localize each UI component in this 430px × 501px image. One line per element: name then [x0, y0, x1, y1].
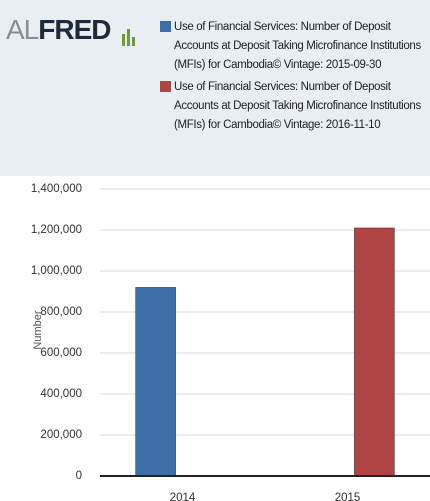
y-tick-label: 800,000 [40, 306, 82, 318]
brand-prefix: AL [6, 14, 39, 45]
x-tick-label: 2015 [335, 492, 361, 501]
brand-name: FRED [38, 14, 111, 45]
legend-swatch [160, 21, 171, 32]
legend-swatch [160, 81, 171, 92]
legend-item[interactable]: Use of Financial Services: Number of Dep… [160, 78, 422, 135]
brand-icon [122, 29, 135, 46]
y-tick-label: 600,000 [40, 347, 82, 359]
x-tick-label: 2014 [170, 492, 196, 501]
brand-logo: ALFRED [6, 14, 111, 46]
y-tick-label: 1,400,000 [31, 183, 82, 195]
y-tick-label: 0 [76, 470, 82, 482]
y-tick-label: 1,000,000 [31, 265, 82, 277]
legend-label: Use of Financial Services: Number of Dep… [174, 21, 421, 71]
legend-label: Use of Financial Services: Number of Dep… [174, 81, 421, 131]
bar [135, 287, 176, 477]
legend-item[interactable]: Use of Financial Services: Number of Dep… [160, 18, 422, 75]
header [0, 0, 430, 176]
y-tick-label: 400,000 [40, 388, 82, 400]
y-axis-label: Number [32, 310, 44, 349]
bar [354, 227, 395, 477]
y-tick-label: 200,000 [40, 429, 82, 441]
y-tick-label: 1,200,000 [31, 224, 82, 236]
